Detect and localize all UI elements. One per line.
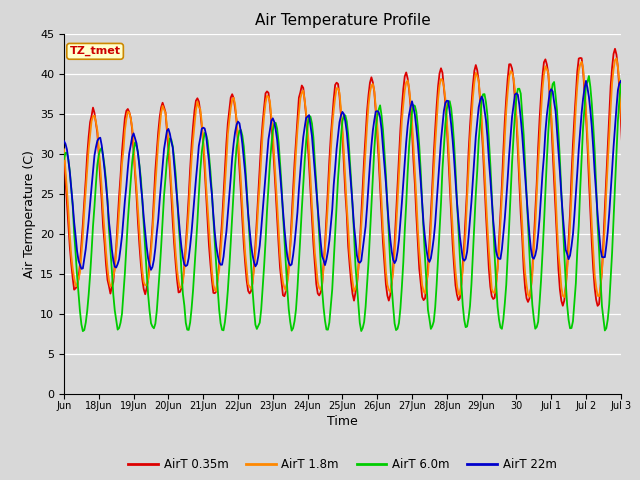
- X-axis label: Time: Time: [327, 415, 358, 429]
- Text: TZ_tmet: TZ_tmet: [70, 46, 120, 57]
- Title: Air Temperature Profile: Air Temperature Profile: [255, 13, 430, 28]
- Legend: AirT 0.35m, AirT 1.8m, AirT 6.0m, AirT 22m: AirT 0.35m, AirT 1.8m, AirT 6.0m, AirT 2…: [124, 454, 561, 476]
- Y-axis label: Air Termperature (C): Air Termperature (C): [23, 150, 36, 277]
